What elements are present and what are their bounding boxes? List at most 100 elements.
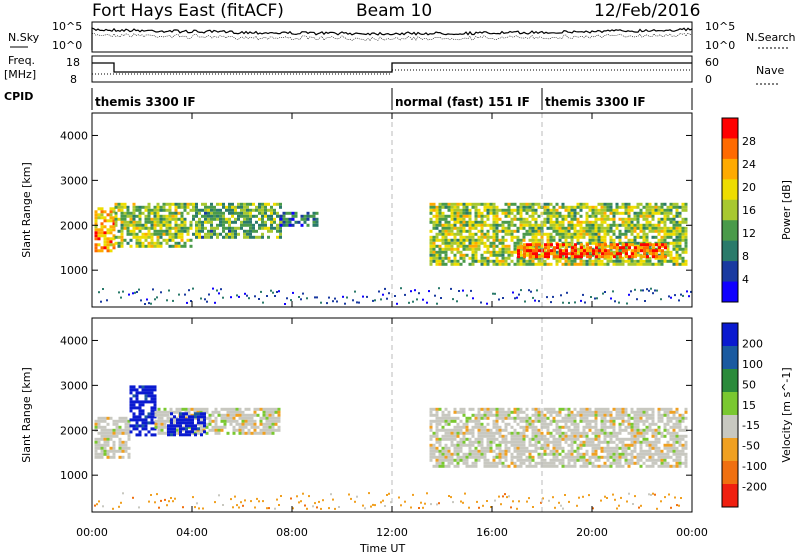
scatter-cell bbox=[459, 253, 463, 257]
scatter-cell bbox=[180, 226, 184, 230]
scatter-cell bbox=[606, 244, 610, 248]
scatter-cell bbox=[480, 262, 484, 266]
scatter-cell bbox=[238, 416, 242, 420]
scatter-cell bbox=[100, 231, 104, 235]
scatter-cell bbox=[241, 419, 245, 423]
scatter-cell bbox=[588, 220, 592, 224]
ground-scatter-cell bbox=[388, 492, 390, 495]
scatter-cell bbox=[532, 255, 535, 259]
scatter-cell bbox=[118, 446, 122, 450]
scatter-cell bbox=[204, 235, 207, 239]
scatter-cell bbox=[519, 446, 523, 450]
ground-scatter-cell bbox=[232, 506, 234, 509]
scatter-cell bbox=[183, 220, 187, 224]
ground-scatter-cell bbox=[536, 289, 538, 292]
scatter-cell bbox=[459, 458, 463, 462]
scatter-cell bbox=[240, 214, 243, 218]
scatter-cell bbox=[621, 205, 625, 209]
scatter-cell bbox=[534, 235, 538, 239]
ground-scatter-cell bbox=[626, 500, 628, 503]
scatter-cell bbox=[219, 208, 222, 212]
scatter-cell bbox=[109, 416, 113, 420]
scatter-cell bbox=[567, 214, 571, 218]
scatter-cell bbox=[645, 238, 649, 242]
scatter-cell bbox=[153, 241, 157, 245]
scatter-cell bbox=[648, 428, 652, 432]
scatter-cell bbox=[591, 226, 595, 230]
scatter-cell bbox=[450, 458, 454, 462]
ground-scatter-cell bbox=[218, 292, 220, 295]
scatter-cell bbox=[115, 449, 119, 453]
scatter-cell bbox=[276, 223, 279, 227]
scatter-cell bbox=[253, 422, 257, 426]
scatter-cell bbox=[444, 202, 448, 206]
scatter-cell bbox=[618, 205, 622, 209]
scatter-cell bbox=[103, 240, 107, 244]
scatter-cell bbox=[495, 443, 499, 447]
scatter-cell bbox=[109, 446, 113, 450]
scatter-cell bbox=[241, 410, 245, 414]
scatter-cell bbox=[147, 415, 151, 419]
scatter-cell bbox=[279, 217, 283, 221]
scatter-cell bbox=[246, 208, 249, 212]
scatter-cell bbox=[188, 433, 191, 437]
scatter-cell bbox=[456, 211, 460, 215]
scatter-cell bbox=[621, 220, 625, 224]
scatter-cell bbox=[666, 431, 670, 435]
scatter-cell bbox=[591, 452, 595, 456]
scatter-cell bbox=[126, 223, 130, 227]
scatter-cell bbox=[492, 449, 496, 453]
scatter-cell bbox=[651, 262, 655, 266]
scatter-cell bbox=[144, 415, 148, 419]
scatter-cell bbox=[273, 226, 276, 230]
scatter-cell bbox=[675, 425, 679, 429]
scatter-cell bbox=[666, 214, 670, 218]
scatter-cell bbox=[179, 412, 182, 416]
scatter-cell bbox=[513, 464, 517, 468]
scatter-cell bbox=[462, 440, 466, 444]
scatter-cell bbox=[447, 419, 451, 423]
nave-trace bbox=[92, 69, 692, 75]
scatter-cell bbox=[222, 214, 225, 218]
scatter-cell bbox=[195, 211, 198, 215]
scatter-cell bbox=[501, 208, 505, 212]
scatter-cell bbox=[523, 246, 526, 250]
scatter-cell bbox=[135, 208, 139, 212]
scatter-cell bbox=[510, 410, 514, 414]
scatter-cell bbox=[561, 434, 565, 438]
scatter-cell bbox=[558, 229, 562, 233]
scatter-cell bbox=[462, 452, 466, 456]
ground-scatter-cell bbox=[472, 297, 474, 300]
scatter-cell bbox=[588, 413, 592, 417]
scatter-cell bbox=[243, 220, 246, 224]
scatter-cell bbox=[586, 249, 589, 253]
scatter-cell bbox=[210, 220, 213, 224]
scatter-cell bbox=[630, 205, 634, 209]
scatter-cell bbox=[219, 223, 222, 227]
scatter-cell bbox=[135, 244, 139, 248]
ground-scatter-cell bbox=[320, 507, 322, 510]
scatter-cell bbox=[441, 259, 445, 263]
scatter-cell bbox=[144, 232, 148, 236]
scatter-cell bbox=[480, 425, 484, 429]
scatter-cell bbox=[237, 217, 240, 221]
mode-label: themis 3300 IF bbox=[545, 95, 646, 109]
ground-scatter-cell bbox=[348, 493, 350, 496]
scatter-cell bbox=[576, 413, 580, 417]
scatter-cell bbox=[174, 226, 178, 230]
scatter-cell bbox=[213, 232, 216, 236]
scatter-cell bbox=[250, 413, 254, 417]
scatter-cell bbox=[477, 235, 481, 239]
scatter-cell bbox=[103, 431, 107, 435]
scatter-cell bbox=[112, 219, 116, 223]
scatter-cell bbox=[453, 449, 457, 453]
scatter-cell bbox=[546, 431, 550, 435]
scatter-cell bbox=[537, 223, 541, 227]
scatter-cell bbox=[603, 214, 607, 218]
ground-scatter-cell bbox=[502, 297, 504, 299]
scatter-cell bbox=[94, 425, 98, 429]
scatter-cell bbox=[132, 385, 136, 389]
scatter-cell bbox=[525, 455, 529, 459]
ground-scatter-cell bbox=[450, 287, 452, 290]
scatter-cell bbox=[636, 217, 640, 221]
